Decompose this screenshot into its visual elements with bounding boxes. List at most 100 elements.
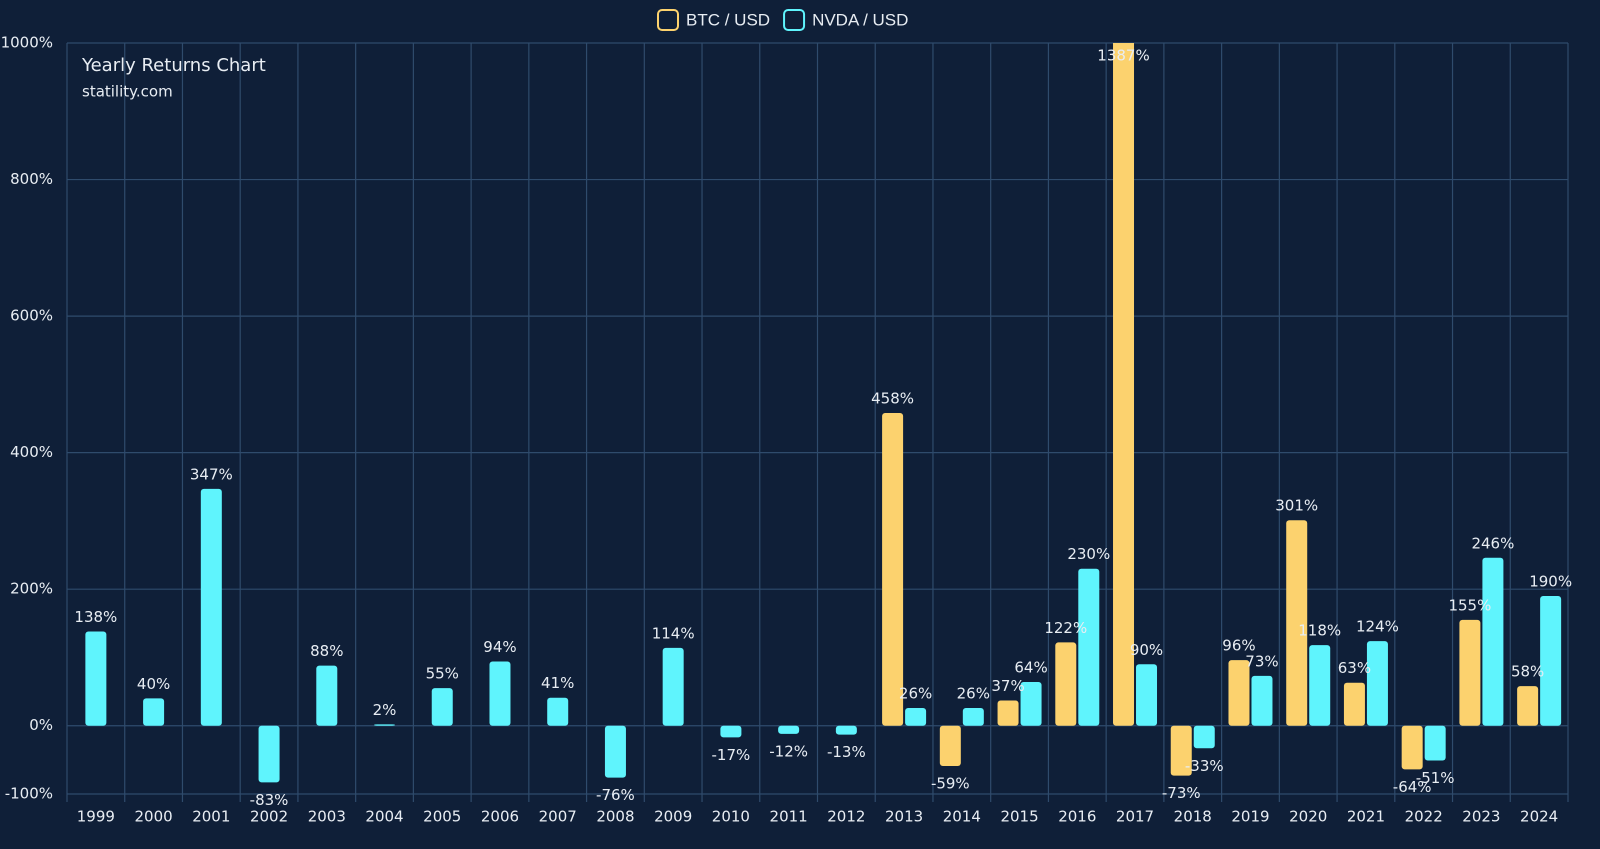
x-tick-label: 2015 [1000, 808, 1038, 826]
data-label: 155% [1448, 596, 1491, 614]
bar [1193, 725, 1215, 749]
bar [1482, 557, 1504, 726]
data-label: 122% [1044, 619, 1087, 637]
x-tick-label: 2019 [1231, 808, 1269, 826]
bar [1459, 619, 1481, 726]
bar [997, 700, 1019, 726]
x-tick-label: 2006 [481, 808, 519, 826]
y-tick-label: 200% [10, 580, 53, 598]
bar [962, 707, 984, 726]
data-label: 1387% [1097, 47, 1149, 65]
data-label: -51% [1416, 769, 1455, 787]
bar [1366, 641, 1388, 726]
data-label: 55% [426, 665, 459, 683]
bar [431, 688, 453, 726]
data-label: -13% [827, 743, 866, 761]
bar [200, 488, 222, 726]
y-tick-label: -100% [5, 785, 53, 803]
data-label: -59% [931, 775, 970, 793]
data-label: -64% [1393, 778, 1432, 796]
bar [85, 631, 107, 726]
data-label: 246% [1471, 534, 1514, 552]
data-label: 2% [373, 701, 397, 719]
x-tick-label: 2000 [135, 808, 173, 826]
x-tick-label: 2004 [365, 808, 403, 826]
bar [1309, 645, 1331, 726]
x-tick-label: 2010 [712, 808, 750, 826]
bar [1113, 43, 1135, 726]
x-tick-label: 2011 [770, 808, 808, 826]
bar [939, 725, 961, 767]
data-label: -76% [596, 786, 635, 804]
x-tick-label: 2023 [1462, 808, 1500, 826]
data-label: 63% [1338, 659, 1371, 677]
bar [1540, 596, 1562, 726]
data-label: 40% [137, 675, 170, 693]
data-label: 88% [310, 642, 343, 660]
bar [778, 725, 800, 734]
data-label: -73% [1162, 784, 1201, 802]
bar [1020, 682, 1042, 726]
bar [1286, 520, 1308, 726]
labels: -100% 0% 200% 400% 600% 800% 1000% BTC / USD NVD… [1, 9, 1572, 826]
y-tick-label: 400% [10, 443, 53, 461]
bar [1228, 660, 1250, 726]
data-label: 41% [541, 674, 574, 692]
bar [905, 707, 927, 726]
x-tick-label: 2013 [885, 808, 923, 826]
data-label: 96% [1222, 637, 1255, 655]
y-tick-label: 600% [10, 307, 53, 325]
bar [1343, 682, 1365, 726]
x-tick-label: 2009 [654, 808, 692, 826]
bars [85, 43, 1562, 783]
bar [882, 413, 904, 726]
legend: BTC / USD NVDA / USD [657, 9, 908, 31]
data-label: 73% [1245, 652, 1278, 670]
data-label: -83% [250, 791, 289, 809]
x-tick-label: 2012 [827, 808, 865, 826]
x-tick-label: 2018 [1174, 808, 1212, 826]
bar [547, 697, 569, 726]
bar [1401, 725, 1423, 770]
data-label: 230% [1067, 545, 1110, 563]
legend-swatch [657, 9, 679, 31]
bar [662, 647, 684, 726]
x-tick-label: 2008 [596, 808, 634, 826]
x-tick-label: 2014 [943, 808, 981, 826]
bar [1251, 675, 1273, 726]
data-label: 37% [991, 677, 1024, 695]
bar [1055, 642, 1077, 726]
x-tick-label: 2021 [1347, 808, 1385, 826]
data-label: 90% [1130, 641, 1163, 659]
data-label: 458% [871, 390, 914, 408]
data-label: 301% [1275, 497, 1318, 515]
x-tick-label: 2002 [250, 808, 288, 826]
bar [1424, 725, 1446, 761]
data-label: 114% [652, 624, 695, 642]
bar [1517, 686, 1539, 726]
x-tick-label: 2003 [308, 808, 346, 826]
data-label: -17% [712, 746, 751, 764]
bar [835, 725, 857, 735]
x-tick-label: 2024 [1520, 808, 1558, 826]
chart-subtitle: statility.com [82, 83, 173, 101]
data-label: 26% [899, 684, 932, 702]
x-tick-label: 2020 [1289, 808, 1327, 826]
bar [489, 661, 511, 726]
data-label: 58% [1511, 663, 1544, 681]
data-label: 347% [190, 465, 233, 483]
x-tick-label: 2016 [1058, 808, 1096, 826]
data-label: 118% [1298, 622, 1341, 640]
x-tick-label: 2005 [423, 808, 461, 826]
bar [1170, 725, 1192, 776]
x-tick-label: 2017 [1116, 808, 1154, 826]
x-tick-label: 2007 [539, 808, 577, 826]
bar [143, 698, 165, 726]
bar [604, 725, 626, 778]
y-tick-label: 800% [10, 170, 53, 188]
x-tick-label: 2022 [1405, 808, 1443, 826]
bar [1078, 568, 1100, 726]
